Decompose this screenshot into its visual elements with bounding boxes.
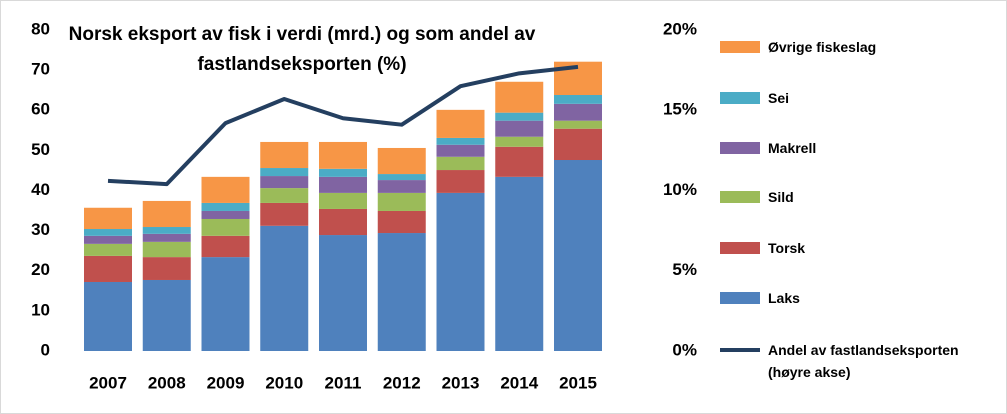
bar-segment xyxy=(142,200,191,228)
bar-segment xyxy=(377,192,426,211)
legend-swatch xyxy=(720,242,760,254)
chart-title: Norsk eksport av fisk i verdi (mrd.) og … xyxy=(68,24,536,75)
bar-segment xyxy=(436,156,485,171)
bar-segment xyxy=(495,146,544,177)
bar-segment xyxy=(260,168,309,177)
bar-segment xyxy=(319,192,367,209)
legend-label: Laks xyxy=(768,290,800,306)
legend-swatch xyxy=(720,142,760,154)
bar-segment xyxy=(436,137,485,145)
bar-segment xyxy=(201,257,250,351)
x-tick-label: 2009 xyxy=(207,373,245,392)
y-tick-label: 10 xyxy=(31,300,50,319)
bar-segment xyxy=(84,243,132,256)
bar-segment xyxy=(495,81,544,113)
y-tick-label: 60 xyxy=(31,100,50,119)
bar-segment xyxy=(554,120,602,129)
bar-segment xyxy=(201,176,250,203)
legend-label: Øvrige fiskeslag xyxy=(768,39,877,55)
legend-label: Sild xyxy=(768,189,794,205)
bar-segment xyxy=(142,279,191,351)
bar-segment xyxy=(260,202,309,226)
line-series xyxy=(107,64,579,187)
y-tick-label: 20 xyxy=(31,260,50,279)
legend-label: Andel av fastlandseksporten (høyre akse) xyxy=(768,342,959,380)
x-tick-label: 2008 xyxy=(148,373,186,392)
bar-segment xyxy=(260,225,309,351)
legend-swatch xyxy=(720,292,760,304)
x-tick-label: 2011 xyxy=(325,373,362,392)
y2-tick-label: 10% xyxy=(663,180,697,199)
bar-segment xyxy=(554,61,602,96)
bar-segment xyxy=(319,235,367,351)
bar-segment xyxy=(319,141,367,169)
bar-segment xyxy=(377,180,426,193)
bar-segment xyxy=(436,170,485,193)
y-tick-label: 40 xyxy=(31,180,50,199)
bar-segment xyxy=(142,257,191,280)
y2-tick-label: 15% xyxy=(663,100,697,119)
bar-segment xyxy=(260,176,309,189)
bar-segment xyxy=(554,128,602,161)
legend-label: Makrell xyxy=(768,140,817,156)
bar-segment xyxy=(377,174,426,181)
bar-segment xyxy=(319,208,367,236)
bar-segment xyxy=(84,281,132,351)
bar-segment xyxy=(260,188,309,203)
legend-swatch xyxy=(720,191,760,203)
y-tick-label: 80 xyxy=(31,19,50,38)
y-tick-label: 70 xyxy=(31,60,50,79)
bar-segment xyxy=(84,229,132,236)
bar-segment xyxy=(436,192,485,351)
bar-segment xyxy=(436,144,485,157)
bar-segment xyxy=(142,233,191,242)
bar-segment xyxy=(554,160,602,351)
bar-segment xyxy=(436,109,485,138)
legend-swatch xyxy=(720,41,760,53)
bar-segment xyxy=(84,235,132,244)
y2-tick-label: 0% xyxy=(672,340,697,359)
y2-tick-label: 5% xyxy=(672,260,697,279)
bar-segment xyxy=(260,141,309,169)
bar-segment xyxy=(201,202,250,211)
bar-segment xyxy=(377,233,426,351)
x-tick-label: 2014 xyxy=(500,373,538,392)
y-tick-label: 30 xyxy=(31,220,50,239)
legend-swatch xyxy=(720,92,760,104)
bar-segment xyxy=(319,168,367,177)
bar-segment xyxy=(495,120,544,137)
x-tick-label: 2012 xyxy=(383,373,421,392)
y-tick-label: 50 xyxy=(31,140,50,159)
legend-label: Torsk xyxy=(768,240,806,256)
bar-segment xyxy=(319,176,367,193)
bar-segment xyxy=(495,176,544,351)
bar-segment xyxy=(142,227,191,234)
bar-segment xyxy=(84,255,132,282)
bar-segment xyxy=(142,241,191,258)
legend-swatch xyxy=(720,348,760,352)
x-tick-label: 2013 xyxy=(442,373,480,392)
bar-segment xyxy=(495,112,544,121)
y2-tick-label: 20% xyxy=(663,19,697,38)
bar-segment xyxy=(201,210,250,219)
bar-segment xyxy=(201,218,250,236)
y-tick-label: 0 xyxy=(41,340,50,359)
x-tick-label: 2015 xyxy=(559,373,597,392)
bar-segment xyxy=(554,103,602,121)
x-tick-label: 2007 xyxy=(89,373,127,392)
bar-segment xyxy=(554,95,602,104)
bar-segment xyxy=(377,147,426,175)
bar-segment xyxy=(495,136,544,147)
bar-segment xyxy=(377,210,426,234)
bar-segment xyxy=(84,207,132,230)
legend-label: Sei xyxy=(768,90,790,106)
bar-segment xyxy=(201,235,250,258)
x-tick-label: 2010 xyxy=(265,373,303,392)
